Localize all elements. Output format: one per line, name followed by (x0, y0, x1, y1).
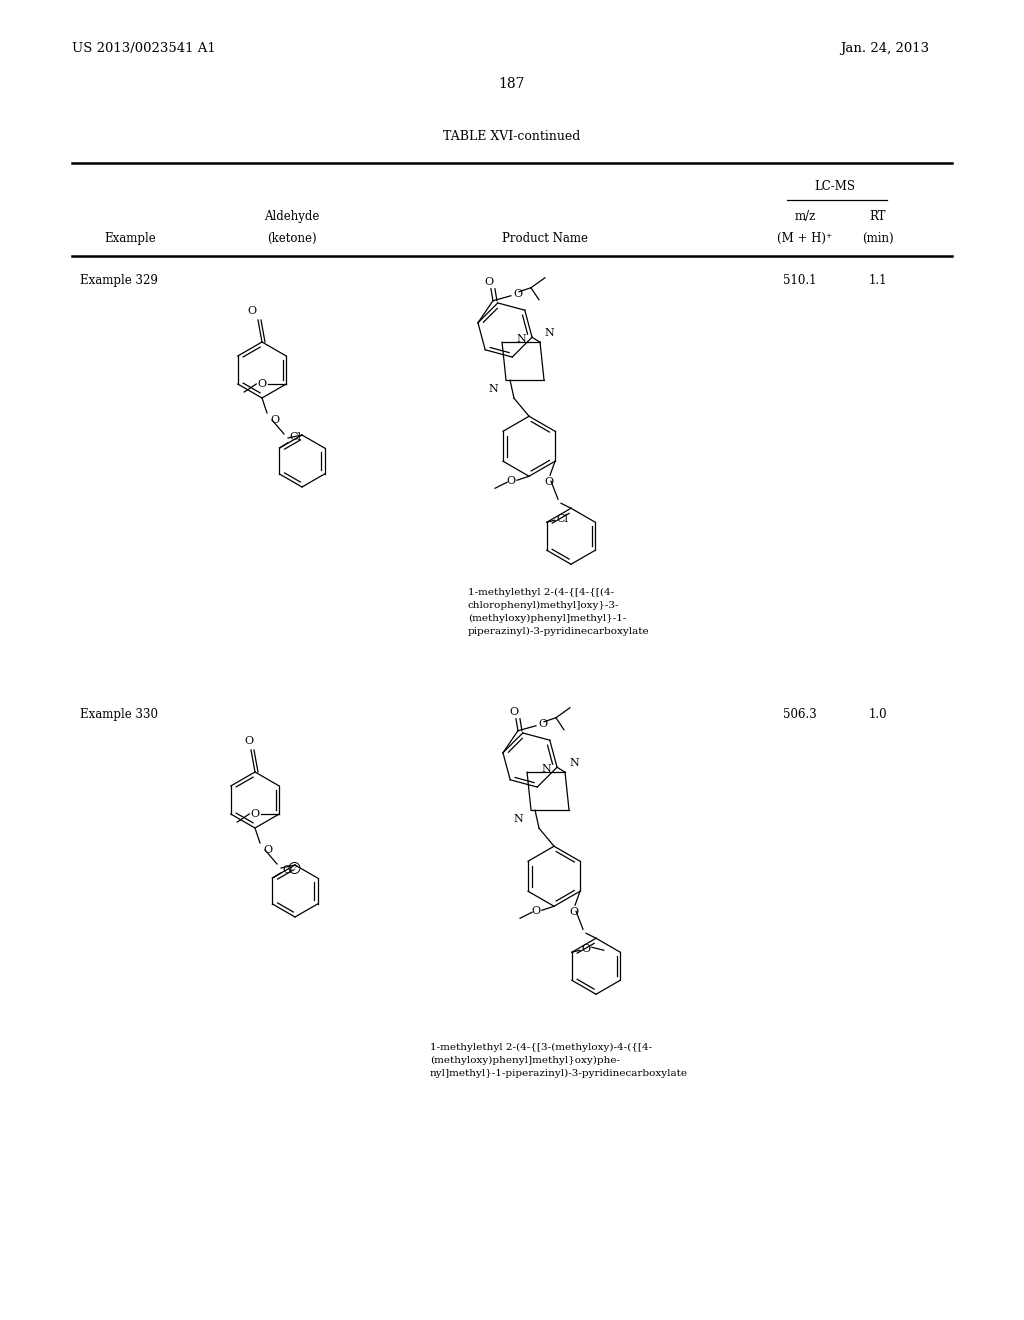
Text: O: O (538, 719, 547, 729)
Text: O: O (545, 478, 554, 487)
Text: 1.0: 1.0 (868, 708, 888, 721)
Text: O: O (257, 379, 266, 389)
Text: O: O (488, 482, 498, 491)
Text: Example: Example (104, 232, 156, 246)
Text: RT: RT (869, 210, 886, 223)
Text: 1-methylethyl 2-(4-{[3-(methyloxy)-4-({[4-: 1-methylethyl 2-(4-{[3-(methyloxy)-4-({[… (430, 1043, 652, 1052)
Text: N: N (513, 814, 523, 824)
Text: Aldehyde: Aldehyde (264, 210, 319, 223)
Text: methoxy: methoxy (485, 474, 527, 483)
Text: 1.1: 1.1 (868, 275, 887, 286)
Text: 506.3: 506.3 (783, 708, 817, 721)
Text: Jan. 24, 2013: Jan. 24, 2013 (840, 42, 929, 55)
Text: O: O (530, 907, 540, 916)
Text: O: O (484, 277, 494, 286)
Text: 187: 187 (499, 77, 525, 91)
Text: O: O (270, 414, 280, 425)
Text: O: O (470, 475, 479, 486)
Text: methoxy: methoxy (419, 434, 464, 444)
Text: 1-methylethyl 2-(4-{[4-{[(4-: 1-methylethyl 2-(4-{[4-{[(4- (468, 587, 614, 597)
Text: O: O (513, 289, 522, 298)
Text: nyl]methyl}-1-piperazinyl)-3-pyridinecarboxylate: nyl]methyl}-1-piperazinyl)-3-pyridinecar… (430, 1069, 688, 1078)
Text: m/z: m/z (795, 210, 816, 223)
Text: (M + H)⁺: (M + H)⁺ (777, 232, 833, 246)
Text: Cl: Cl (557, 515, 568, 524)
Text: 510.1: 510.1 (783, 275, 817, 286)
Text: O: O (248, 306, 257, 315)
Text: O: O (263, 845, 272, 855)
Text: O: O (283, 865, 292, 875)
Text: N: N (516, 334, 526, 345)
Text: N: N (542, 764, 551, 775)
Text: (ketone): (ketone) (267, 232, 316, 246)
Text: Product Name: Product Name (502, 232, 588, 246)
Text: methoxy: methoxy (459, 436, 501, 445)
Text: piperazinyl)-3-pyridinecarboxylate: piperazinyl)-3-pyridinecarboxylate (468, 627, 649, 636)
Text: (min): (min) (862, 232, 894, 246)
Text: methoxy: methoxy (439, 482, 481, 491)
Text: Example 329: Example 329 (80, 275, 158, 286)
Text: TABLE XVI-continued: TABLE XVI-continued (443, 129, 581, 143)
Text: O: O (245, 737, 254, 746)
Text: chlorophenyl)methyl]oxy}-3-: chlorophenyl)methyl]oxy}-3- (468, 601, 620, 610)
Text: N: N (544, 329, 554, 338)
Text: Cl: Cl (290, 432, 301, 442)
Text: US 2013/0023541 A1: US 2013/0023541 A1 (72, 42, 216, 55)
Text: O: O (582, 944, 591, 954)
Text: O: O (509, 706, 518, 717)
Text: N: N (569, 758, 579, 768)
Text: LC-MS: LC-MS (814, 180, 855, 193)
Text: O: O (569, 907, 579, 917)
Text: (methyloxy)phenyl]methyl}-1-: (methyloxy)phenyl]methyl}-1- (468, 614, 627, 623)
Text: O: O (506, 477, 515, 486)
Text: Example 330: Example 330 (80, 708, 158, 721)
Text: methoxy: methoxy (429, 469, 474, 478)
Text: N: N (488, 384, 498, 395)
Text: (methyloxy)phenyl]methyl}oxy)phe-: (methyloxy)phenyl]methyl}oxy)phe- (430, 1056, 620, 1065)
Text: ?: ? (293, 865, 297, 873)
Text: O: O (250, 809, 259, 818)
